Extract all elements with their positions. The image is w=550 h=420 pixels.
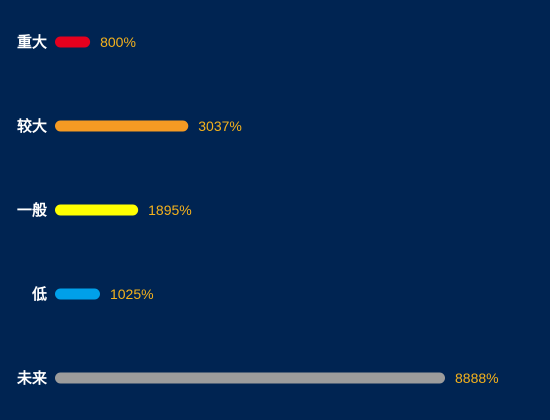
category-label: 较大 — [17, 117, 47, 135]
bar — [55, 372, 445, 384]
bar — [55, 120, 189, 132]
category-label: 低 — [31, 285, 47, 303]
category-label: 重大 — [17, 33, 47, 51]
value-label: 1895% — [148, 202, 192, 218]
bar — [55, 204, 139, 216]
value-label: 800% — [100, 34, 136, 50]
category-label: 一般 — [17, 201, 47, 219]
bar — [55, 36, 91, 48]
value-label: 3037% — [198, 118, 242, 134]
value-label: 1025% — [110, 286, 154, 302]
category-label: 未来 — [16, 369, 48, 387]
bar — [55, 288, 100, 300]
value-label: 8888% — [455, 370, 499, 386]
bar-series: 重大 800% 较大 3037% 一般 1895% 低 1025% 未来 8888% — [16, 33, 499, 387]
